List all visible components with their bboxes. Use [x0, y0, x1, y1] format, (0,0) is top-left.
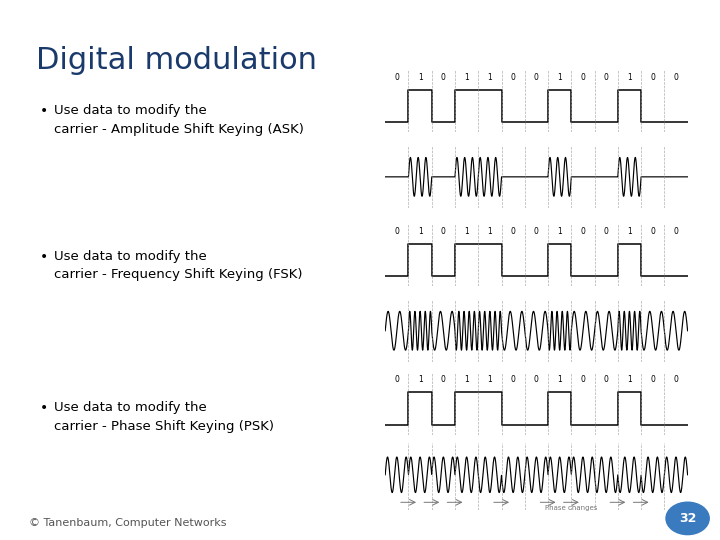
Text: carrier - Frequency Shift Keying (FSK): carrier - Frequency Shift Keying (FSK)	[54, 268, 302, 281]
Text: 0: 0	[534, 227, 539, 235]
Text: 1: 1	[487, 227, 492, 235]
Text: carrier - Phase Shift Keying (PSK): carrier - Phase Shift Keying (PSK)	[54, 420, 274, 433]
Text: 1: 1	[418, 227, 423, 235]
Text: 0: 0	[395, 227, 400, 235]
Text: 0: 0	[534, 375, 539, 384]
Text: 0: 0	[510, 227, 516, 235]
Text: 1: 1	[627, 73, 632, 82]
Text: 0: 0	[650, 73, 655, 82]
Text: Phase changes: Phase changes	[545, 505, 598, 511]
Text: © Tanenbaum, Computer Networks: © Tanenbaum, Computer Networks	[29, 518, 226, 528]
Text: Digital modulation: Digital modulation	[36, 46, 317, 75]
Text: carrier - Amplitude Shift Keying (ASK): carrier - Amplitude Shift Keying (ASK)	[54, 123, 304, 136]
Text: •: •	[40, 249, 48, 264]
Text: 1: 1	[557, 227, 562, 235]
Text: 1: 1	[557, 375, 562, 384]
Text: 0: 0	[650, 375, 655, 384]
Text: 1: 1	[487, 73, 492, 82]
Text: 1: 1	[487, 375, 492, 384]
Text: 0: 0	[510, 375, 516, 384]
Circle shape	[666, 502, 709, 535]
Text: 0: 0	[650, 227, 655, 235]
Text: 0: 0	[580, 73, 585, 82]
Text: 1: 1	[464, 73, 469, 82]
Text: 1: 1	[557, 73, 562, 82]
Text: 1: 1	[627, 375, 632, 384]
Text: 0: 0	[673, 375, 678, 384]
Text: 0: 0	[604, 73, 608, 82]
Text: 0: 0	[604, 227, 608, 235]
Text: 1: 1	[418, 73, 423, 82]
Text: 1: 1	[627, 227, 632, 235]
Text: Use data to modify the: Use data to modify the	[54, 401, 211, 414]
Text: 0: 0	[441, 375, 446, 384]
Text: 32: 32	[679, 512, 696, 525]
Text: 0: 0	[441, 227, 446, 235]
Text: Use data to modify the: Use data to modify the	[54, 250, 211, 263]
Text: •: •	[40, 401, 48, 415]
Text: Use data to modify the: Use data to modify the	[54, 104, 211, 117]
Text: 1: 1	[464, 375, 469, 384]
Text: 0: 0	[673, 227, 678, 235]
Text: 0: 0	[673, 73, 678, 82]
Text: 0: 0	[510, 73, 516, 82]
Text: 0: 0	[395, 73, 400, 82]
Text: •: •	[40, 104, 48, 118]
Text: 0: 0	[395, 375, 400, 384]
Text: 0: 0	[580, 227, 585, 235]
Text: 0: 0	[441, 73, 446, 82]
Text: 1: 1	[418, 375, 423, 384]
Text: 0: 0	[534, 73, 539, 82]
Text: 0: 0	[580, 375, 585, 384]
Text: 1: 1	[464, 227, 469, 235]
Text: 0: 0	[604, 375, 608, 384]
